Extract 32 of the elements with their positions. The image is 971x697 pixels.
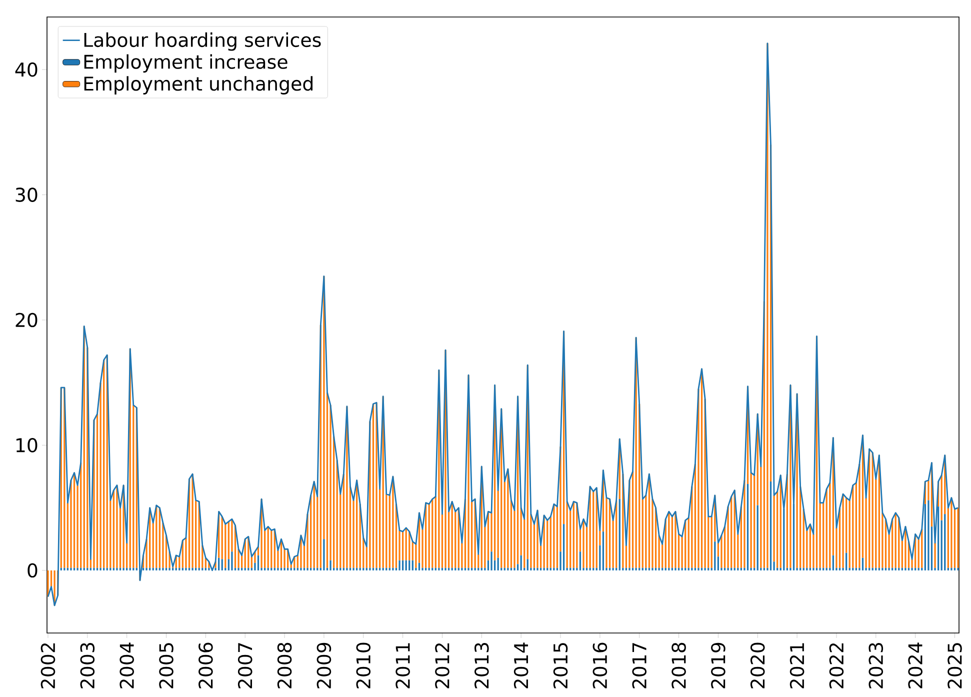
x-tick-label: 2003: [80, 643, 95, 688]
legend-label: Employment increase: [84, 54, 288, 73]
x-tick-label: 2010: [356, 642, 371, 688]
x-tick-label: 2004: [120, 642, 134, 688]
y-tick-label: 30: [16, 188, 38, 202]
x-tick-label: 2002: [40, 643, 56, 688]
legend-label: Labour hoarding services: [84, 32, 321, 51]
x-tick-label: 2024: [908, 642, 922, 688]
x-tick-label: 2008: [277, 642, 292, 688]
x-tick-label: 2019: [711, 642, 726, 688]
x-tick-label: 2013: [474, 643, 489, 688]
x-tick-label: 2007: [238, 643, 252, 688]
x-tick-label: 2016: [592, 642, 608, 688]
x-tick-label: 2006: [198, 642, 213, 688]
x-tick-label: 2023: [868, 643, 884, 688]
x-tick-label: 2012: [435, 643, 450, 688]
y-tick-label: 0: [28, 563, 38, 578]
y-tick-label: 10: [16, 438, 38, 452]
x-tick-label: 2015: [553, 643, 568, 688]
x-tick-label: 2018: [672, 642, 686, 688]
x-tick-label: 2022: [829, 643, 844, 688]
y-tick-label: 40: [15, 62, 38, 77]
x-tick-label: 2017: [632, 643, 647, 688]
x-tick-label: 2021: [790, 643, 804, 688]
x-tick-label: 2025: [948, 643, 962, 688]
x-tick-label: 2005: [159, 643, 174, 688]
x-tick-label: 2011: [396, 643, 410, 688]
x-tick-label: 2014: [514, 642, 528, 688]
x-tick-label: 2020: [750, 642, 765, 688]
x-tick-label: 2009: [316, 642, 332, 688]
y-tick-label: 20: [16, 312, 38, 328]
legend-label: Employment unchanged: [84, 76, 312, 94]
